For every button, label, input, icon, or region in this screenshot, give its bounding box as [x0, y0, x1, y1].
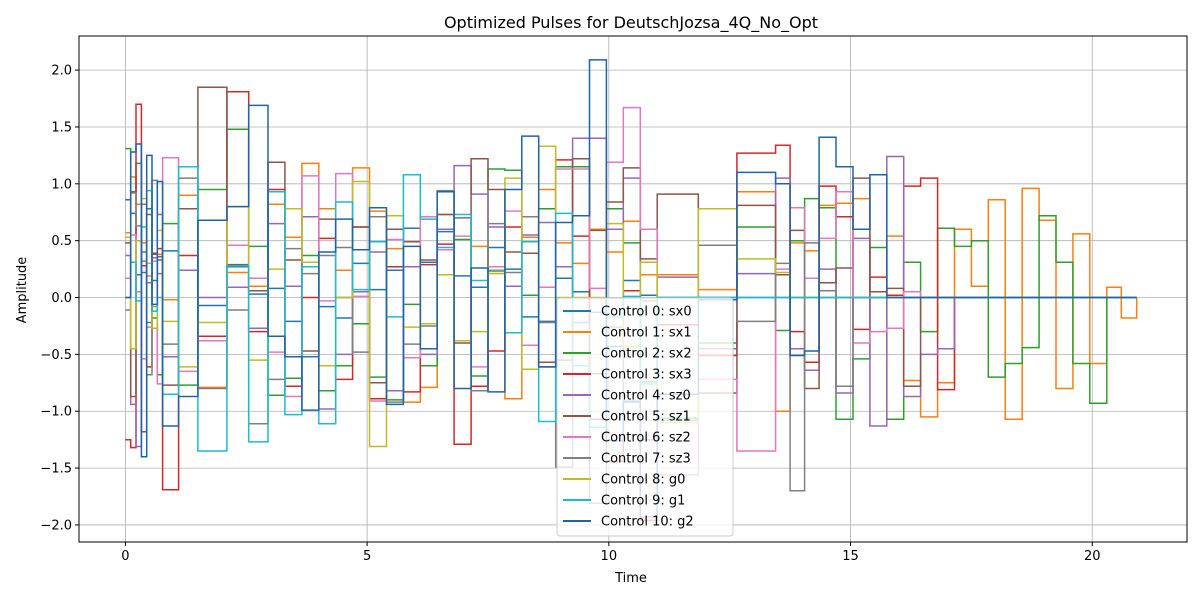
legend-label: Control 9: g1: [601, 494, 685, 509]
legend-label: Control 8: g0: [601, 473, 685, 488]
y-tick-label: 1.0: [51, 177, 72, 192]
y-tick-label: −2.0: [40, 518, 72, 533]
legend-label: Control 5: sz1: [601, 410, 691, 425]
plot-frame: [78, 35, 1188, 543]
legend-label: Control 4: sz0: [601, 389, 691, 404]
y-tick-label: 1.5: [51, 120, 72, 135]
axis-ticks: 0 5 10 15 20 −2.0 −1.5 −1.0 −0.5 0.0 0.5 1.0 1.5 2.0: [40, 64, 1100, 564]
series-line-10: [125, 59, 1137, 518]
y-tick-label: −1.5: [40, 462, 72, 477]
y-tick-label: 0.5: [51, 234, 72, 249]
legend-label: Control 1: sx1: [601, 326, 692, 341]
y-axis-label: Amplitude: [15, 257, 30, 324]
x-tick-label: 0: [121, 549, 129, 564]
x-tick-label: 15: [842, 549, 859, 564]
y-tick-label: −0.5: [40, 348, 72, 363]
legend-label: Control 10: g2: [601, 515, 694, 530]
y-tick-label: 2.0: [51, 64, 72, 79]
chart-title: Optimized Pulses for DeutschJozsa_4Q_No_…: [444, 13, 818, 33]
legend: Control 0: sx0 Control 1: sx1 Control 2: s…: [556, 297, 734, 537]
x-tick-label: 20: [1084, 549, 1101, 564]
x-tick-label: 5: [363, 549, 371, 564]
y-tick-label: −1.0: [40, 405, 72, 420]
x-tick-label: 10: [601, 549, 618, 564]
legend-label: Control 2: sx2: [601, 347, 692, 362]
legend-label: Control 0: sx0: [601, 305, 692, 320]
legend-label: Control 6: sz2: [601, 431, 691, 446]
series-group: [125, 59, 1138, 522]
series-line-9: [125, 166, 1137, 452]
x-axis-label: Time: [614, 571, 647, 586]
legend-label: Control 7: sz3: [601, 452, 691, 467]
legend-box: [556, 297, 734, 537]
legend-label: Control 3: sx3: [601, 368, 692, 383]
y-tick-label: 0.0: [51, 291, 72, 306]
